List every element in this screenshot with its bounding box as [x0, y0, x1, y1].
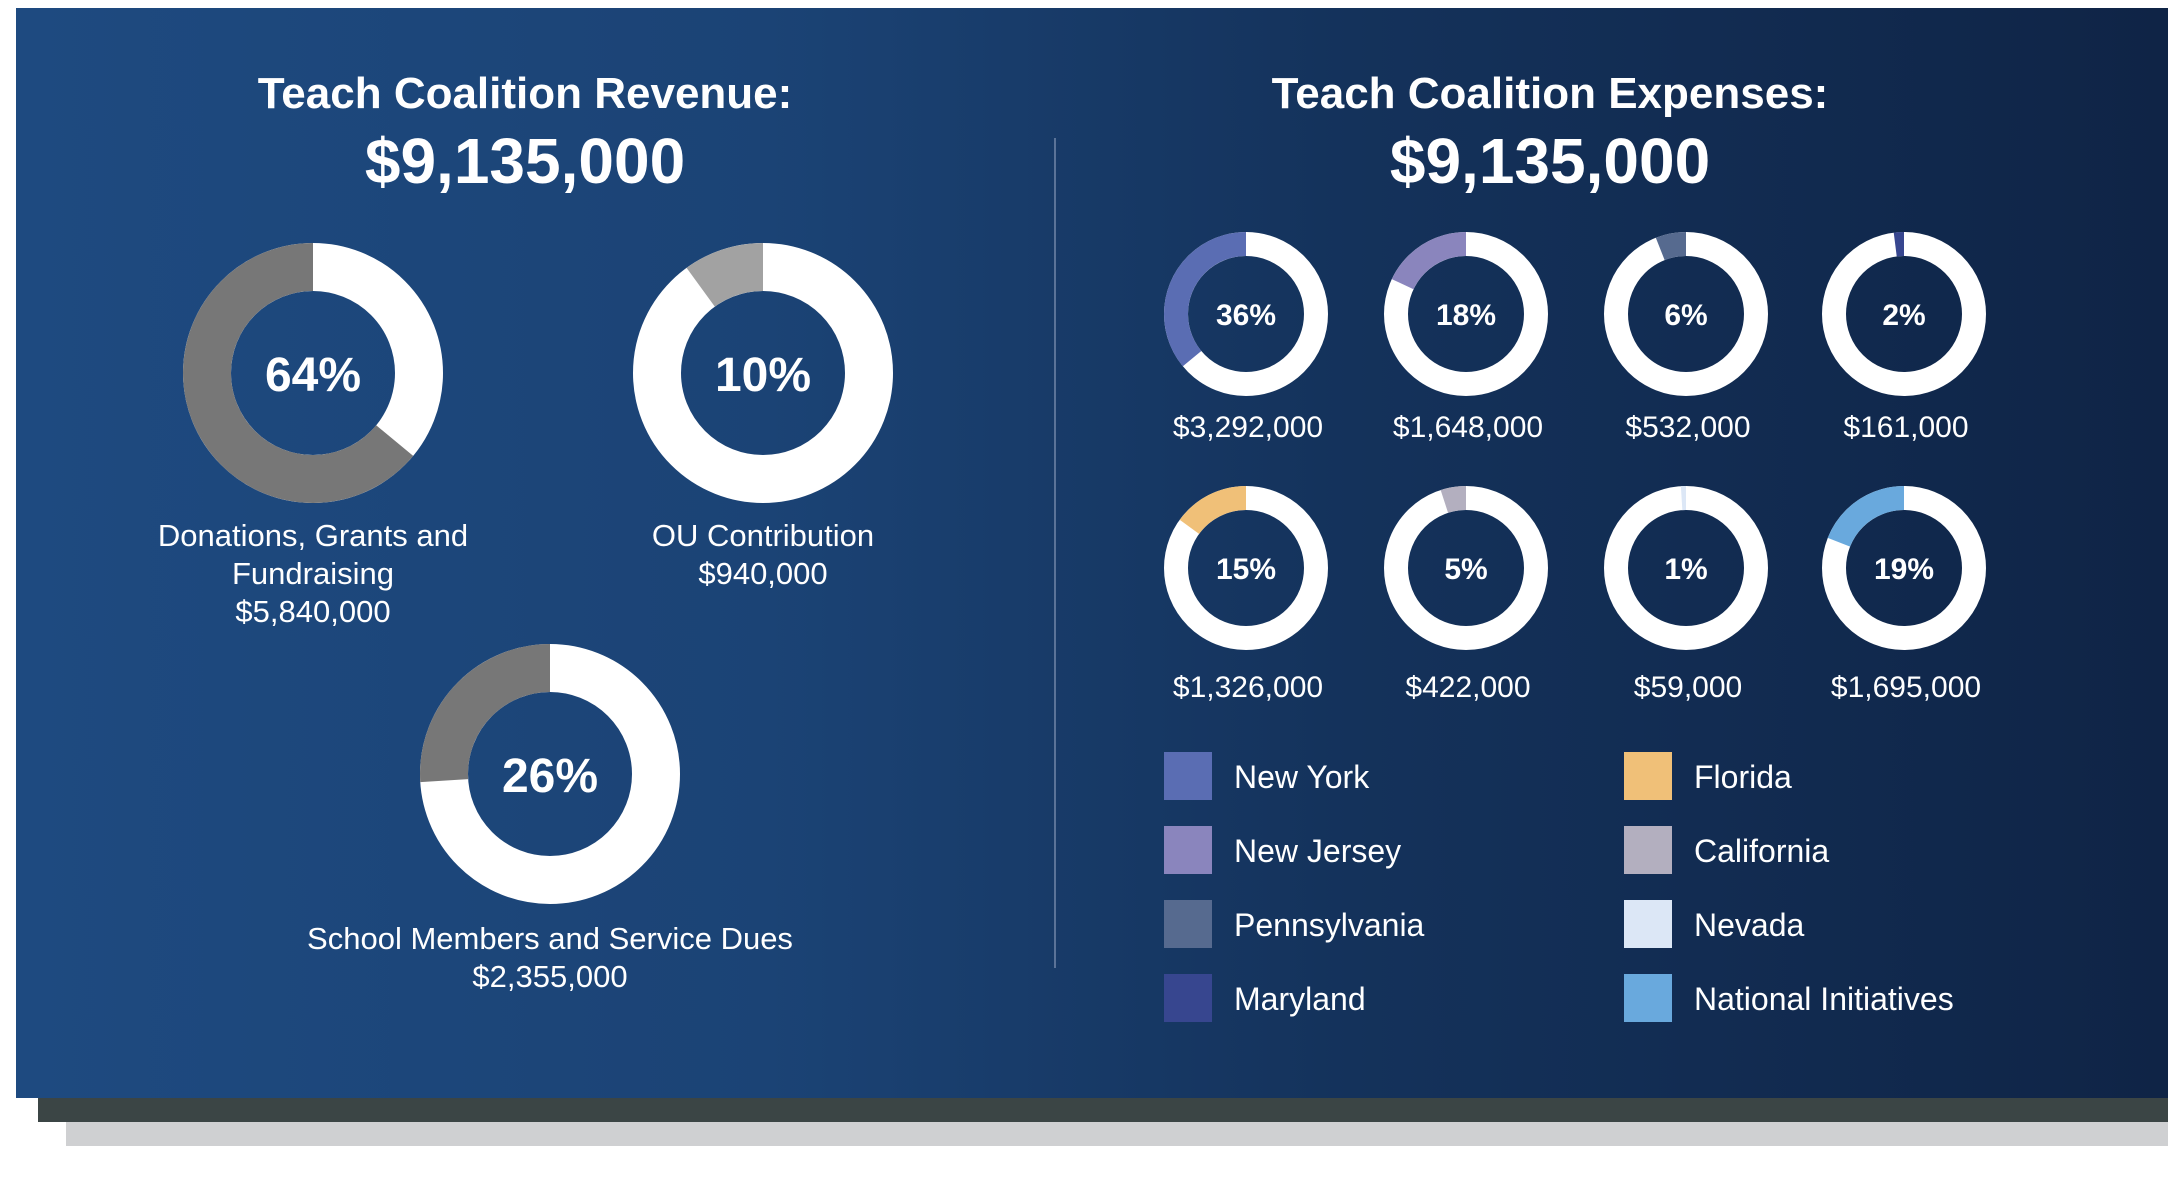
legend-label: California: [1694, 833, 1829, 869]
expense-amount-label: $1,648,000: [1393, 411, 1543, 444]
revenue-amount-label: $5,840,000: [235, 594, 390, 629]
expense-amount-label: $59,000: [1634, 671, 1742, 704]
revenue-total: $9,135,000: [365, 125, 685, 197]
expense-donut-6-slice: [1680, 486, 1686, 511]
infographic-panel: [16, 8, 2168, 1098]
revenue-title: Teach Coalition Revenue:: [258, 69, 793, 118]
expense-amount-label: $161,000: [1843, 411, 1968, 444]
revenue-donut-1: [633, 243, 893, 503]
expense-percent-label: 19%: [1874, 553, 1934, 586]
legend-label: National Initiatives: [1694, 981, 1954, 1017]
expense-donut-3-slice: [1893, 232, 1904, 257]
expense-donut-5-slice: [1440, 486, 1466, 513]
expense-donut-0: [1163, 232, 1328, 396]
legend-label: Maryland: [1234, 981, 1366, 1017]
legend-swatch: [1164, 752, 1212, 800]
expense-percent-label: 18%: [1436, 299, 1496, 332]
expense-donut-2: [1604, 232, 1768, 396]
expenses-title: Teach Coalition Expenses:: [1272, 69, 1829, 118]
revenue-donut-0-slice: [182, 243, 414, 503]
expense-donut-4: [1164, 486, 1328, 650]
legend-swatch: [1624, 752, 1672, 800]
expense-percent-label: 36%: [1216, 299, 1276, 332]
legend-label: Florida: [1694, 759, 1792, 795]
legend-item: Maryland: [1164, 974, 1366, 1022]
legend-label: New York: [1234, 759, 1370, 795]
legend-swatch: [1164, 974, 1212, 1022]
legend-item: National Initiatives: [1624, 974, 1954, 1022]
legend-swatch: [1624, 974, 1672, 1022]
legend-item: Pennsylvania: [1164, 900, 1425, 948]
expense-donut-2-slice: [1655, 232, 1686, 261]
revenue-percent-label: 64%: [265, 349, 361, 402]
revenue-amount-label: $2,355,000: [472, 959, 627, 994]
legend-swatch: [1624, 900, 1672, 948]
expense-donut-7-slice: [1827, 486, 1904, 547]
expense-amount-label: $1,326,000: [1173, 671, 1323, 704]
expense-percent-label: 2%: [1882, 299, 1925, 332]
revenue-donut-2: [420, 644, 680, 904]
revenue-source-label: Fundraising: [232, 556, 394, 591]
legend-swatch: [1164, 900, 1212, 948]
revenue-amount-label: $940,000: [698, 556, 827, 591]
expense-percent-label: 6%: [1664, 299, 1707, 332]
legend-label: Nevada: [1694, 907, 1805, 943]
legend-item: New York: [1164, 752, 1370, 800]
expense-donut-1-slice: [1391, 232, 1466, 290]
revenue-donut-0: [182, 243, 443, 503]
expense-donut-3: [1822, 232, 1986, 396]
expense-donut-5: [1384, 486, 1548, 650]
expense-amount-label: $532,000: [1625, 411, 1750, 444]
legend-swatch: [1164, 826, 1212, 874]
revenue-percent-label: 10%: [715, 349, 811, 402]
legend-label: New Jersey: [1234, 833, 1401, 869]
expense-percent-label: 5%: [1444, 553, 1487, 586]
expense-donut-0-slice: [1163, 232, 1246, 367]
expense-donut-1: [1384, 232, 1548, 396]
expense-donut-6: [1604, 486, 1768, 650]
expense-amount-label: $422,000: [1405, 671, 1530, 704]
expenses-total: $9,135,000: [1390, 125, 1710, 197]
legend-item: New Jersey: [1164, 826, 1401, 874]
expense-amount-label: $3,292,000: [1173, 411, 1323, 444]
legend-item: California: [1624, 826, 1829, 874]
expense-donut-7: [1822, 486, 1986, 650]
legend-swatch: [1624, 826, 1672, 874]
expense-percent-label: 15%: [1216, 553, 1276, 586]
revenue-percent-label: 26%: [502, 750, 598, 803]
revenue-donut-2-slice: [420, 644, 550, 783]
revenue-source-label: Donations, Grants and: [158, 518, 468, 553]
expense-percent-label: 1%: [1664, 553, 1707, 586]
revenue-source-label: OU Contribution: [652, 518, 874, 553]
expense-amount-label: $1,695,000: [1831, 671, 1981, 704]
legend-item: Nevada: [1624, 900, 1805, 948]
legend-label: Pennsylvania: [1234, 907, 1425, 943]
expense-donut-4-slice: [1179, 486, 1246, 534]
revenue-donut-1-slice: [686, 243, 763, 307]
revenue-source-label: School Members and Service Dues: [307, 921, 793, 956]
legend-item: Florida: [1624, 752, 1792, 800]
